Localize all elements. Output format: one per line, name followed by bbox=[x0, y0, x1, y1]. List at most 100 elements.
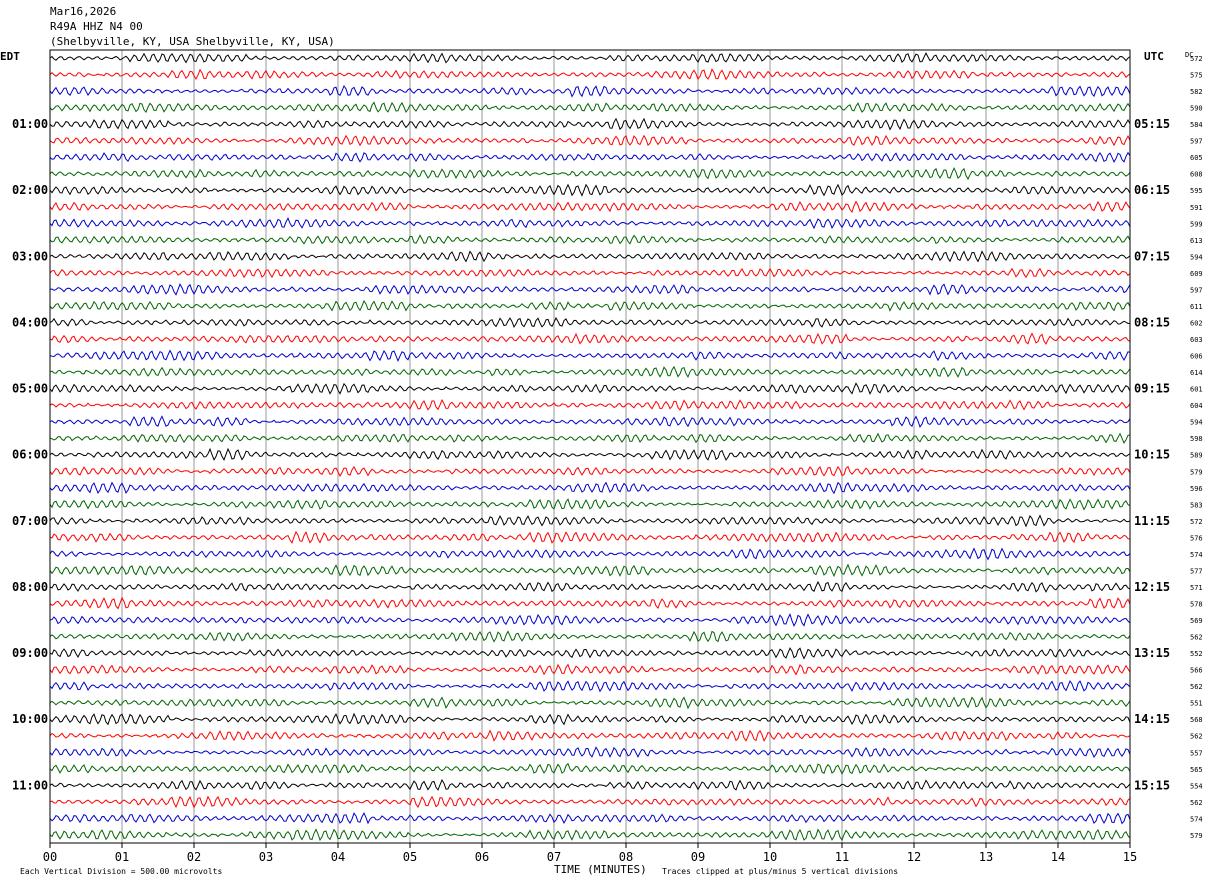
x-tick-label: 02 bbox=[187, 850, 201, 864]
vertical-grid bbox=[49, 50, 1131, 848]
right-hour-label: 09:15 bbox=[1134, 382, 1170, 396]
seismic-trace bbox=[49, 134, 1131, 147]
seismic-trace bbox=[49, 563, 1131, 578]
seismic-trace bbox=[49, 465, 1131, 478]
dc-offset-value: 572 bbox=[1190, 55, 1203, 63]
right-hour-label: 10:15 bbox=[1134, 448, 1170, 462]
dc-offset-value: 598 bbox=[1190, 435, 1203, 443]
scale-note: Each Vertical Division = 500.00 microvol… bbox=[20, 867, 222, 876]
seismic-trace bbox=[49, 217, 1131, 230]
x-tick-label: 14 bbox=[1051, 850, 1065, 864]
seismic-trace bbox=[49, 612, 1131, 627]
seismic-trace bbox=[49, 811, 1131, 825]
left-hour-label: 09:00 bbox=[12, 646, 48, 660]
x-tick-label: 06 bbox=[475, 850, 489, 864]
dc-offset-value: 595 bbox=[1190, 187, 1203, 195]
x-tick-label: 09 bbox=[691, 850, 705, 864]
dc-offset-value: 594 bbox=[1190, 253, 1203, 261]
seismic-trace bbox=[49, 828, 1131, 842]
dc-offset-value: 599 bbox=[1190, 220, 1203, 228]
x-tick-label: 00 bbox=[43, 850, 57, 864]
seismic-trace bbox=[49, 51, 1131, 64]
right-hour-label: 06:15 bbox=[1134, 183, 1170, 197]
seismic-trace bbox=[49, 432, 1131, 444]
seismic-trace bbox=[49, 547, 1131, 561]
dc-offset-value: 575 bbox=[1190, 72, 1203, 80]
dc-offset-value: 611 bbox=[1190, 303, 1203, 311]
seismic-trace bbox=[49, 746, 1131, 758]
left-hour-label: 02:00 bbox=[12, 183, 48, 197]
left-hour-label: 04:00 bbox=[12, 316, 48, 330]
dc-offset-value: 601 bbox=[1190, 386, 1203, 394]
seismic-trace bbox=[49, 778, 1131, 791]
dc-offset-value: 609 bbox=[1190, 270, 1203, 278]
seismic-trace bbox=[49, 316, 1131, 328]
right-hour-label: 13:15 bbox=[1134, 646, 1170, 660]
left-hour-label: 03:00 bbox=[12, 249, 48, 263]
plot-frame bbox=[49, 49, 1131, 844]
dc-offset-value: 552 bbox=[1190, 650, 1203, 658]
dc-offset-value: 562 bbox=[1190, 799, 1203, 807]
dc-offset-value: 554 bbox=[1190, 782, 1203, 790]
x-tick-label: 08 bbox=[619, 850, 633, 864]
dc-offset-value: 605 bbox=[1190, 154, 1203, 162]
seismic-trace bbox=[49, 663, 1131, 676]
dc-offset-value: 584 bbox=[1190, 121, 1203, 129]
x-tick-label: 07 bbox=[547, 850, 561, 864]
seismic-trace bbox=[49, 151, 1131, 163]
dc-offset-value: 604 bbox=[1190, 402, 1203, 410]
dc-offset-value: 562 bbox=[1190, 733, 1203, 741]
dc-offset-value: 574 bbox=[1190, 551, 1203, 559]
dc-offset-value: 571 bbox=[1190, 584, 1203, 592]
x-tick-label: 04 bbox=[331, 850, 345, 864]
x-axis-label: TIME (MINUTES) bbox=[554, 863, 647, 876]
x-tick-label: 11 bbox=[835, 850, 849, 864]
dc-offset-value: 597 bbox=[1190, 138, 1203, 146]
seismic-traces bbox=[49, 51, 1131, 842]
seismic-trace bbox=[49, 530, 1131, 545]
seismic-trace bbox=[49, 596, 1131, 610]
seismic-trace bbox=[49, 68, 1131, 81]
dc-offset-value: 589 bbox=[1190, 452, 1203, 460]
dc-offset-value: 594 bbox=[1190, 419, 1203, 427]
dc-offset-value: 608 bbox=[1190, 171, 1203, 179]
right-hour-label: 05:15 bbox=[1134, 117, 1170, 131]
seismic-trace bbox=[49, 447, 1131, 461]
dc-offset-value: 577 bbox=[1190, 567, 1203, 575]
dc-offset-value: 568 bbox=[1190, 716, 1203, 724]
x-tick-label: 15 bbox=[1123, 850, 1137, 864]
station-location: (Shelbyville, KY, USA Shelbyville, KY, U… bbox=[50, 35, 335, 48]
left-hour-label: 05:00 bbox=[12, 382, 48, 396]
seismic-trace bbox=[49, 514, 1131, 528]
seismic-trace bbox=[49, 84, 1131, 98]
left-hour-label: 10:00 bbox=[12, 712, 48, 726]
left-hour-label: 06:00 bbox=[12, 448, 48, 462]
seismic-trace bbox=[49, 167, 1131, 181]
station-code: R49A HHZ N4 00 bbox=[50, 20, 143, 33]
seismic-trace bbox=[49, 498, 1131, 511]
seismic-trace bbox=[49, 234, 1131, 245]
left-hour-label: 11:00 bbox=[12, 778, 48, 792]
dc-header-label: DC bbox=[1185, 51, 1193, 59]
dc-offset-value: 562 bbox=[1190, 683, 1203, 691]
x-tick-label: 01 bbox=[115, 850, 129, 864]
seismic-trace bbox=[49, 117, 1131, 131]
right-hour-label: 14:15 bbox=[1134, 712, 1170, 726]
x-tick-label: 10 bbox=[763, 850, 777, 864]
seismic-trace bbox=[49, 712, 1131, 726]
seismic-trace bbox=[49, 101, 1131, 114]
left-hour-label: 07:00 bbox=[12, 514, 48, 528]
seismic-trace bbox=[49, 299, 1131, 312]
dc-offset-value: 569 bbox=[1190, 617, 1203, 625]
seismic-trace bbox=[49, 762, 1131, 775]
x-tick-label: 12 bbox=[907, 850, 921, 864]
dc-offset-value: 583 bbox=[1190, 501, 1203, 509]
seismic-trace bbox=[49, 729, 1131, 743]
seismic-trace bbox=[49, 630, 1131, 643]
dc-offset-value: 576 bbox=[1190, 534, 1203, 542]
seismic-trace bbox=[49, 332, 1131, 345]
seismic-trace bbox=[49, 696, 1131, 710]
right-hour-label: 07:15 bbox=[1134, 249, 1170, 263]
x-tick-label: 03 bbox=[259, 850, 273, 864]
x-tick-label: 05 bbox=[403, 850, 417, 864]
